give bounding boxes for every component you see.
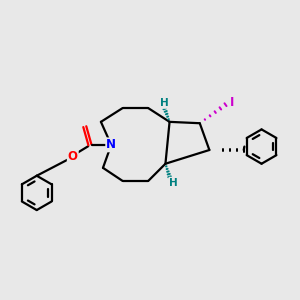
Text: O: O	[68, 150, 78, 163]
Text: H: H	[160, 98, 168, 108]
Text: N: N	[106, 138, 116, 152]
Text: I: I	[230, 97, 234, 110]
Text: H: H	[169, 178, 178, 188]
